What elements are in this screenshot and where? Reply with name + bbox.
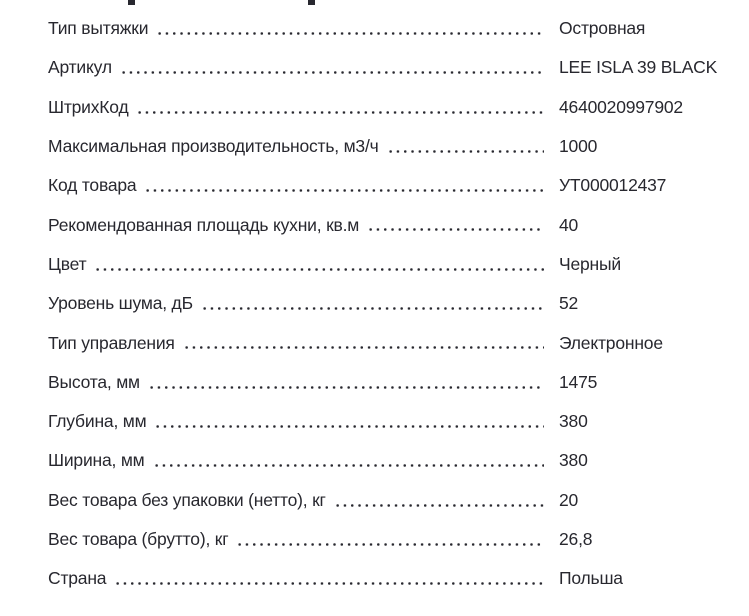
spec-row: Код товара УТ000012437	[48, 166, 749, 206]
spec-value: 380	[559, 411, 588, 432]
dot-leader	[333, 480, 544, 520]
cropped-heading-fragment	[128, 0, 135, 5]
spec-value: 20	[559, 489, 579, 510]
spec-label: Уровень шума, дБ	[48, 293, 193, 314]
spec-value: Электронное	[559, 332, 663, 353]
spec-value: 26,8	[559, 529, 593, 549]
spec-row: Вес товара без упаковки (нетто), кг 20	[48, 480, 749, 520]
spec-row: Уровень шума, дБ 52	[48, 284, 749, 324]
spec-value: Черный	[559, 253, 621, 274]
spec-label: Вес товара без упаковки (нетто), кг	[48, 489, 326, 510]
dot-leader	[154, 401, 544, 442]
spec-row: Максимальная производительность, м3/ч 10…	[48, 126, 749, 167]
spec-label: Высота, мм	[48, 371, 140, 392]
spec-label: Глубина, мм	[48, 411, 147, 432]
spec-label: Артикул	[48, 57, 112, 78]
dot-leader	[114, 559, 544, 599]
dot-leader	[367, 205, 544, 245]
spec-label: Максимальная производительность, м3/ч	[48, 136, 379, 157]
dot-leader	[236, 519, 544, 560]
cropped-heading-fragment	[308, 0, 315, 5]
spec-value: 4640020997902	[559, 96, 683, 117]
spec-table: Тип вытяжки Островная Артикул LEE ISLA 3…	[0, 9, 749, 599]
spec-row: Цвет Черный	[48, 244, 749, 285]
spec-value: 1000	[559, 136, 598, 157]
spec-row: Страна Польша	[48, 559, 749, 599]
spec-label: Код товара	[48, 175, 137, 196]
spec-row: Тип вытяжки Островная	[48, 9, 749, 49]
dot-leader	[144, 166, 544, 206]
spec-value: Островная	[559, 18, 646, 39]
spec-row: Вес товара (брутто), кг 26,8	[48, 519, 749, 560]
spec-value: 40	[559, 214, 579, 235]
dot-leader	[94, 244, 544, 285]
dot-leader	[147, 362, 544, 402]
dot-leader	[119, 48, 544, 88]
spec-value: УТ000012437	[559, 175, 667, 196]
spec-label: Рекомендованная площадь кухни, кв.м	[48, 214, 360, 235]
spec-value: 52	[559, 293, 579, 314]
spec-row: Артикул LEE ISLA 39 BLACK	[48, 48, 749, 88]
spec-label: Цвет	[48, 253, 87, 274]
dot-leader	[386, 126, 544, 167]
spec-label: Тип вытяжки	[48, 18, 149, 39]
dot-leader	[152, 441, 544, 481]
spec-value: 1475	[559, 371, 598, 392]
spec-row: Высота, мм 1475	[48, 362, 749, 402]
spec-label: Тип управления	[48, 332, 175, 353]
spec-row: Рекомендованная площадь кухни, кв.м 40	[48, 205, 749, 245]
dot-leader	[200, 284, 544, 324]
spec-row: ШтрихКод 4640020997902	[48, 87, 749, 127]
spec-value: LEE ISLA 39 BLACK	[559, 57, 718, 78]
spec-row: Глубина, мм 380	[48, 401, 749, 442]
spec-label: ШтрихКод	[48, 96, 129, 117]
spec-row: Ширина, мм 380	[48, 441, 749, 481]
spec-row: Тип управления Электронное	[48, 323, 749, 363]
dot-leader	[182, 323, 544, 363]
spec-label: Ширина, мм	[48, 450, 145, 471]
spec-value: Польша	[559, 568, 623, 589]
dot-leader	[136, 87, 544, 127]
spec-value: 380	[559, 450, 588, 471]
dot-leader	[156, 9, 544, 49]
spec-label: Страна	[48, 568, 107, 589]
spec-label: Вес товара (брутто), кг	[48, 529, 229, 549]
